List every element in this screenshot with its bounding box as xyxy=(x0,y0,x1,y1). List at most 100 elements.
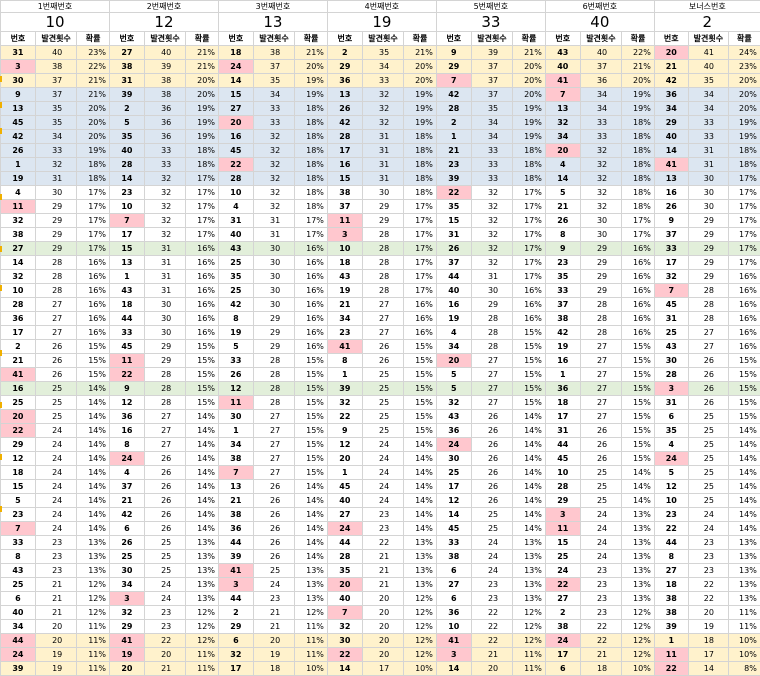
number-cell[interactable]: 29 xyxy=(327,60,362,74)
count-cell[interactable]: 25 xyxy=(362,410,403,424)
number-cell[interactable]: 29 xyxy=(545,494,580,508)
probability-cell[interactable]: 17% xyxy=(186,214,219,228)
number-cell[interactable]: 32 xyxy=(436,396,471,410)
number-cell[interactable]: 17 xyxy=(327,144,362,158)
number-cell[interactable]: 34 xyxy=(327,312,362,326)
probability-cell[interactable]: 14% xyxy=(404,508,437,522)
probability-cell[interactable]: 15% xyxy=(77,368,110,382)
probability-cell[interactable]: 17% xyxy=(404,228,437,242)
number-cell[interactable]: 34 xyxy=(436,340,471,354)
probability-cell[interactable]: 15% xyxy=(622,340,655,354)
probability-cell[interactable]: 20% xyxy=(728,88,760,102)
probability-cell[interactable]: 11% xyxy=(77,662,110,676)
count-cell[interactable]: 24 xyxy=(580,522,621,536)
number-cell[interactable]: 31 xyxy=(545,424,580,438)
probability-cell[interactable]: 14% xyxy=(513,508,546,522)
count-cell[interactable]: 27 xyxy=(688,340,728,354)
number-cell[interactable]: 22 xyxy=(1,424,36,438)
count-cell[interactable]: 28 xyxy=(580,326,621,340)
number-cell[interactable]: 12 xyxy=(436,494,471,508)
number-cell[interactable]: 24 xyxy=(109,452,144,466)
count-cell[interactable]: 24 xyxy=(362,466,403,480)
number-cell[interactable]: 28 xyxy=(327,130,362,144)
probability-cell[interactable]: 21% xyxy=(513,46,546,60)
count-cell[interactable]: 30 xyxy=(688,200,728,214)
count-cell[interactable]: 24 xyxy=(471,550,512,564)
count-cell[interactable]: 29 xyxy=(35,228,76,242)
probability-cell[interactable]: 23% xyxy=(77,46,110,60)
number-cell[interactable]: 19 xyxy=(1,172,36,186)
number-cell[interactable]: 3 xyxy=(327,228,362,242)
probability-cell[interactable]: 15% xyxy=(728,368,760,382)
probability-cell[interactable]: 16% xyxy=(622,256,655,270)
number-cell[interactable]: 10 xyxy=(327,242,362,256)
probability-cell[interactable]: 19% xyxy=(77,144,110,158)
probability-cell[interactable]: 18% xyxy=(295,200,328,214)
count-cell[interactable]: 29 xyxy=(688,270,728,284)
probability-cell[interactable]: 14% xyxy=(186,438,219,452)
probability-cell[interactable]: 16% xyxy=(295,284,328,298)
number-cell[interactable]: 37 xyxy=(545,298,580,312)
count-cell[interactable]: 23 xyxy=(580,578,621,592)
count-cell[interactable]: 27 xyxy=(362,298,403,312)
column-subheader[interactable]: 발견횟수 xyxy=(253,32,294,46)
count-cell[interactable]: 25 xyxy=(144,536,185,550)
count-cell[interactable]: 29 xyxy=(253,340,294,354)
count-cell[interactable]: 28 xyxy=(362,284,403,298)
number-cell[interactable]: 20 xyxy=(327,578,362,592)
number-cell[interactable]: 14 xyxy=(436,508,471,522)
probability-cell[interactable]: 17% xyxy=(513,186,546,200)
probability-cell[interactable]: 13% xyxy=(295,578,328,592)
number-cell[interactable]: 45 xyxy=(218,144,253,158)
count-cell[interactable]: 31 xyxy=(688,144,728,158)
number-cell[interactable]: 18 xyxy=(327,256,362,270)
count-cell[interactable]: 30 xyxy=(253,298,294,312)
probability-cell[interactable]: 16% xyxy=(622,312,655,326)
probability-cell[interactable]: 12% xyxy=(404,648,437,662)
count-cell[interactable]: 23 xyxy=(688,536,728,550)
count-cell[interactable]: 37 xyxy=(471,88,512,102)
probability-cell[interactable]: 16% xyxy=(295,326,328,340)
probability-cell[interactable]: 14% xyxy=(513,466,546,480)
number-cell[interactable]: 35 xyxy=(109,130,144,144)
count-cell[interactable]: 20 xyxy=(362,648,403,662)
probability-cell[interactable]: 14% xyxy=(77,480,110,494)
probability-cell[interactable]: 20% xyxy=(77,102,110,116)
number-cell[interactable]: 29 xyxy=(1,438,36,452)
number-cell[interactable]: 23 xyxy=(436,158,471,172)
number-cell[interactable]: 24 xyxy=(654,452,688,466)
count-cell[interactable]: 39 xyxy=(144,60,185,74)
count-cell[interactable]: 20 xyxy=(362,620,403,634)
count-cell[interactable]: 33 xyxy=(471,172,512,186)
count-cell[interactable]: 34 xyxy=(580,102,621,116)
count-cell[interactable]: 33 xyxy=(35,144,76,158)
number-cell[interactable]: 31 xyxy=(109,74,144,88)
count-cell[interactable]: 30 xyxy=(144,326,185,340)
probability-cell[interactable]: 18% xyxy=(77,172,110,186)
number-cell[interactable]: 19 xyxy=(327,284,362,298)
probability-cell[interactable]: 16% xyxy=(622,298,655,312)
number-cell[interactable]: 8 xyxy=(218,312,253,326)
number-cell[interactable]: 10 xyxy=(109,200,144,214)
number-cell[interactable]: 25 xyxy=(218,256,253,270)
column-subheader[interactable]: 발견횟수 xyxy=(144,32,185,46)
count-cell[interactable]: 34 xyxy=(688,102,728,116)
number-cell[interactable]: 25 xyxy=(218,284,253,298)
probability-cell[interactable]: 14% xyxy=(728,494,760,508)
probability-cell[interactable]: 20% xyxy=(186,88,219,102)
probability-cell[interactable]: 13% xyxy=(622,536,655,550)
count-cell[interactable]: 26 xyxy=(362,340,403,354)
probability-cell[interactable]: 14% xyxy=(295,480,328,494)
number-cell[interactable]: 25 xyxy=(654,326,688,340)
number-cell[interactable]: 22 xyxy=(545,578,580,592)
count-cell[interactable]: 25 xyxy=(471,522,512,536)
count-cell[interactable]: 21 xyxy=(35,606,76,620)
count-cell[interactable]: 37 xyxy=(471,60,512,74)
drawn-number[interactable]: 12 xyxy=(109,13,218,32)
number-cell[interactable]: 34 xyxy=(218,438,253,452)
probability-cell[interactable]: 15% xyxy=(295,452,328,466)
number-cell[interactable]: 4 xyxy=(218,200,253,214)
probability-cell[interactable]: 13% xyxy=(404,578,437,592)
probability-cell[interactable]: 20% xyxy=(404,74,437,88)
number-cell[interactable]: 22 xyxy=(327,648,362,662)
